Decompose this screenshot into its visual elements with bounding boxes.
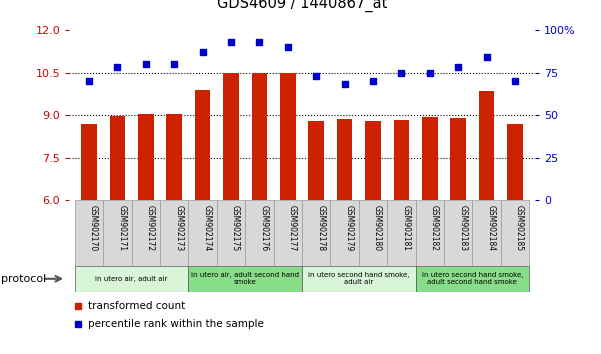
Text: GSM902181: GSM902181 <box>401 205 410 251</box>
Bar <box>75 266 188 292</box>
Bar <box>75 200 103 266</box>
Bar <box>302 266 416 292</box>
Text: GSM902176: GSM902176 <box>260 205 269 251</box>
Bar <box>501 200 529 266</box>
Text: GDS4609 / 1440867_at: GDS4609 / 1440867_at <box>217 0 387 12</box>
Bar <box>472 200 501 266</box>
Bar <box>252 73 267 200</box>
Text: transformed count: transformed count <box>88 301 185 311</box>
Bar <box>302 200 331 266</box>
Point <box>368 78 378 84</box>
Text: GSM902183: GSM902183 <box>458 205 467 251</box>
Point <box>198 49 207 55</box>
Bar <box>138 114 154 200</box>
Text: percentile rank within the sample: percentile rank within the sample <box>88 319 263 329</box>
Bar <box>217 200 245 266</box>
Bar <box>81 124 97 200</box>
Bar <box>75 303 82 309</box>
Text: in utero air, adult second hand
smoke: in utero air, adult second hand smoke <box>191 272 299 285</box>
Bar <box>507 124 523 200</box>
Text: GSM902170: GSM902170 <box>89 205 98 251</box>
Bar <box>387 200 416 266</box>
Bar <box>450 118 466 200</box>
Bar <box>416 200 444 266</box>
Bar <box>337 119 352 200</box>
Point <box>311 73 321 79</box>
Text: in utero air, adult air: in utero air, adult air <box>96 276 168 282</box>
Text: GSM902173: GSM902173 <box>174 205 183 251</box>
Point <box>482 55 492 60</box>
Bar <box>166 114 182 200</box>
Bar <box>188 266 302 292</box>
Bar <box>479 91 495 200</box>
Text: in utero second hand smoke,
adult second hand smoke: in utero second hand smoke, adult second… <box>422 272 523 285</box>
Bar <box>308 121 324 200</box>
Point <box>84 78 94 84</box>
Bar <box>280 73 296 200</box>
Bar <box>109 116 125 200</box>
Bar <box>245 200 273 266</box>
Bar <box>359 200 387 266</box>
Bar <box>416 266 529 292</box>
Point <box>453 65 463 70</box>
Text: GSM902175: GSM902175 <box>231 205 240 251</box>
Bar <box>160 200 188 266</box>
Text: GSM902172: GSM902172 <box>146 205 155 251</box>
Text: GSM902184: GSM902184 <box>487 205 496 251</box>
Point <box>397 70 406 75</box>
Point <box>255 39 264 45</box>
Point <box>283 44 293 50</box>
Bar <box>422 117 438 200</box>
Point <box>510 78 520 84</box>
Point <box>141 61 151 67</box>
Bar <box>365 121 381 200</box>
Text: GSM902178: GSM902178 <box>316 205 325 251</box>
Point <box>112 65 122 70</box>
Text: GSM902179: GSM902179 <box>344 205 353 251</box>
Bar <box>75 321 82 327</box>
Text: GSM902177: GSM902177 <box>288 205 297 251</box>
Text: GSM902182: GSM902182 <box>430 205 439 251</box>
Bar <box>188 200 217 266</box>
Bar <box>331 200 359 266</box>
Bar <box>273 200 302 266</box>
Bar <box>394 120 409 200</box>
Text: GSM902171: GSM902171 <box>117 205 126 251</box>
Bar <box>444 200 472 266</box>
Bar <box>223 73 239 200</box>
Point <box>425 70 435 75</box>
Bar <box>103 200 132 266</box>
Point <box>169 61 179 67</box>
Text: GSM902180: GSM902180 <box>373 205 382 251</box>
Point <box>226 39 236 45</box>
Text: GSM902185: GSM902185 <box>515 205 524 251</box>
Point <box>340 82 349 87</box>
Text: GSM902174: GSM902174 <box>203 205 212 251</box>
Bar <box>195 90 210 200</box>
Text: in utero second hand smoke,
adult air: in utero second hand smoke, adult air <box>308 272 409 285</box>
Bar <box>132 200 160 266</box>
Text: protocol: protocol <box>1 274 46 284</box>
